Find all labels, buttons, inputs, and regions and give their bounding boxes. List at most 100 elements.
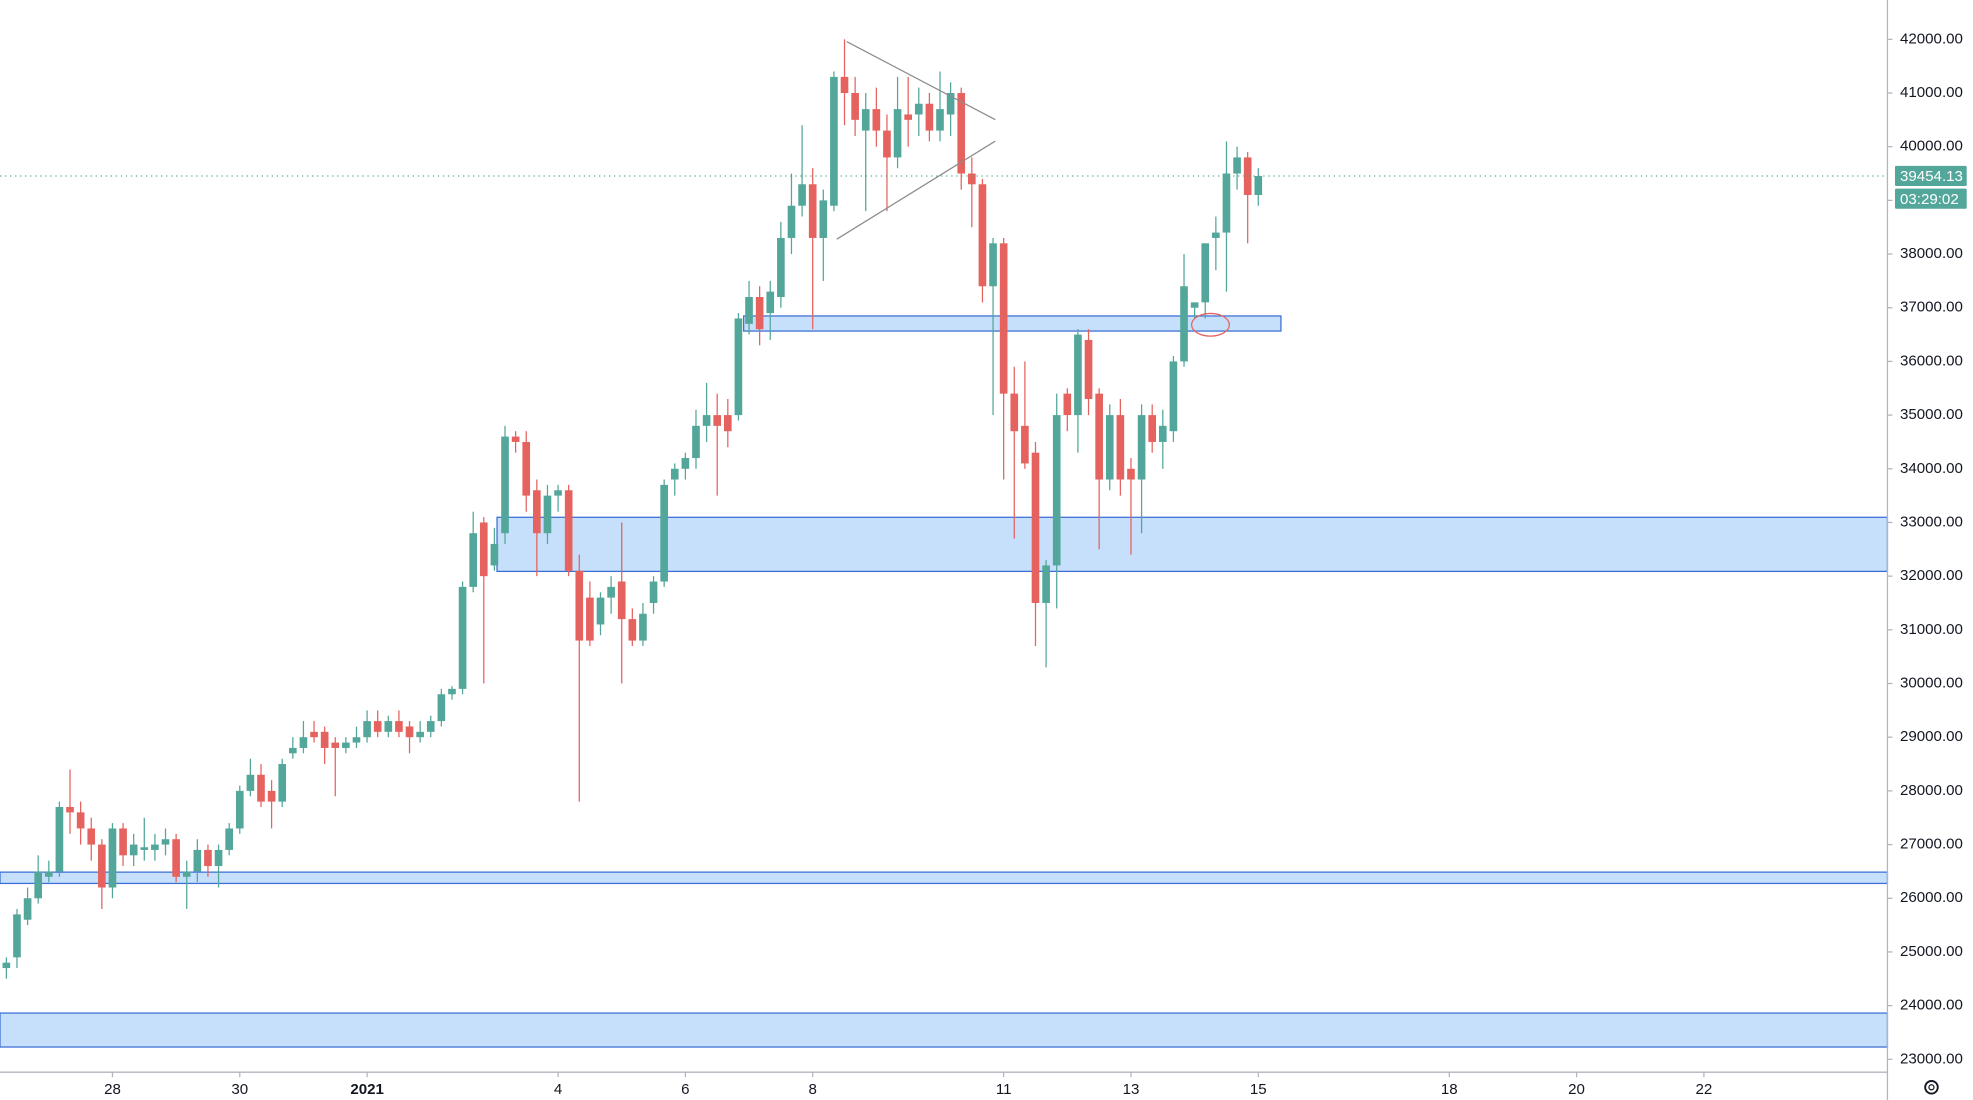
candle-body xyxy=(1010,393,1019,432)
candle-body xyxy=(1243,157,1252,195)
candle-body xyxy=(1021,425,1029,464)
candle-body xyxy=(405,726,414,738)
candle-body xyxy=(1222,173,1231,233)
candle-body xyxy=(522,441,531,496)
x-tick-label: 15 xyxy=(1250,1081,1267,1098)
candle-body xyxy=(140,847,149,850)
y-tick-label: 35000.00 xyxy=(1900,406,1963,423)
candle-body xyxy=(458,586,467,689)
y-tick-label: 24000.00 xyxy=(1900,997,1963,1014)
candle-body xyxy=(214,849,223,867)
gear[interactable] xyxy=(1924,1080,1939,1095)
candle-body xyxy=(299,737,308,748)
y-tick-label: 41000.00 xyxy=(1900,84,1963,101)
candle-body xyxy=(1095,393,1103,480)
candle-body xyxy=(713,415,722,426)
countdown-label: 03:29:02 xyxy=(1900,191,1959,208)
candle-body xyxy=(469,533,478,587)
candle-body xyxy=(777,237,785,297)
settings-icon[interactable] xyxy=(1924,1080,1939,1095)
candle-body xyxy=(628,619,637,641)
trend-line xyxy=(836,140,996,240)
candle-body xyxy=(416,731,424,738)
candle-body xyxy=(554,490,562,496)
candle-body xyxy=(1042,565,1050,603)
y-tick-label: 37000.00 xyxy=(1900,299,1963,316)
candle-body xyxy=(426,721,435,732)
last-price-box xyxy=(1894,165,1967,187)
candle-body xyxy=(755,296,764,330)
candle-body xyxy=(564,490,573,571)
y-tick-label: 25000.00 xyxy=(1900,943,1963,960)
candle-body xyxy=(501,436,509,534)
x-tick-label: 22 xyxy=(1696,1081,1713,1098)
candle-body xyxy=(766,291,775,314)
x-tick-label: 6 xyxy=(681,1081,689,1098)
candle-body xyxy=(1137,415,1146,480)
candle-body xyxy=(861,109,870,131)
candle-body xyxy=(479,522,488,577)
candle-body xyxy=(660,484,668,582)
candle-body xyxy=(119,828,127,856)
candle-body xyxy=(448,688,456,695)
y-tick-label: 40000.00 xyxy=(1900,138,1963,155)
x-tick-label: 11 xyxy=(996,1081,1012,1098)
x-tick-label: 28 xyxy=(104,1081,121,1098)
candle-body xyxy=(363,721,371,738)
zone xyxy=(743,315,1282,332)
candle-body xyxy=(76,812,85,829)
candles xyxy=(2,39,1263,979)
candle-body xyxy=(787,205,796,238)
last-price-label: 39454.13 xyxy=(1900,168,1963,185)
candle-body xyxy=(384,721,393,732)
candle-body xyxy=(533,490,541,534)
candle-body xyxy=(182,871,191,877)
candle-body xyxy=(2,962,11,969)
candle-body xyxy=(87,828,96,845)
candle-body xyxy=(596,597,605,625)
candle-body xyxy=(66,806,74,813)
candle-body xyxy=(342,742,350,748)
candle-body xyxy=(989,243,997,287)
x-tick-label: 20 xyxy=(1568,1081,1585,1098)
x-tick-label: 2021 xyxy=(350,1081,384,1098)
candle-body xyxy=(819,200,828,238)
candle-body xyxy=(586,597,594,641)
candle-body xyxy=(1116,415,1125,480)
candle-body xyxy=(23,898,32,920)
y-tick-label: 42000.00 xyxy=(1900,30,1963,47)
trend-line xyxy=(846,41,996,121)
candle-body xyxy=(172,839,180,877)
candle-body xyxy=(649,581,658,603)
candle-body xyxy=(1158,425,1167,442)
y-tick-label: 33000.00 xyxy=(1900,513,1963,530)
x-tick-label: 8 xyxy=(808,1081,816,1098)
candle-body xyxy=(161,839,170,845)
candle-body xyxy=(98,844,106,888)
candle-body xyxy=(1031,452,1040,603)
candle-body xyxy=(702,415,711,426)
axes: 23000.00 24000.00 25000.00 26000.00 27000.00… xyxy=(0,30,1967,1098)
y-tick-label: 27000.00 xyxy=(1900,836,1963,853)
candle-body xyxy=(55,806,64,872)
candle-body xyxy=(670,468,679,480)
candle-body xyxy=(511,436,520,442)
candle-body xyxy=(830,76,838,206)
y-tick-label: 23000.00 xyxy=(1900,1050,1963,1067)
highlight-ellipse xyxy=(1190,312,1230,337)
candle-body xyxy=(617,581,626,620)
y-tick-label: 30000.00 xyxy=(1900,675,1963,692)
candle-body xyxy=(1084,339,1093,399)
candle-body xyxy=(310,731,318,738)
x-tick-label: 13 xyxy=(1123,1081,1140,1098)
candle-body xyxy=(914,103,923,115)
zone xyxy=(496,516,1889,573)
candle-body xyxy=(745,296,753,324)
candle-body xyxy=(204,849,212,867)
candle-body xyxy=(13,914,21,958)
candle-body xyxy=(1169,361,1178,432)
candle-body xyxy=(1074,334,1082,416)
candle-body xyxy=(607,586,615,598)
candle-body xyxy=(278,764,287,802)
